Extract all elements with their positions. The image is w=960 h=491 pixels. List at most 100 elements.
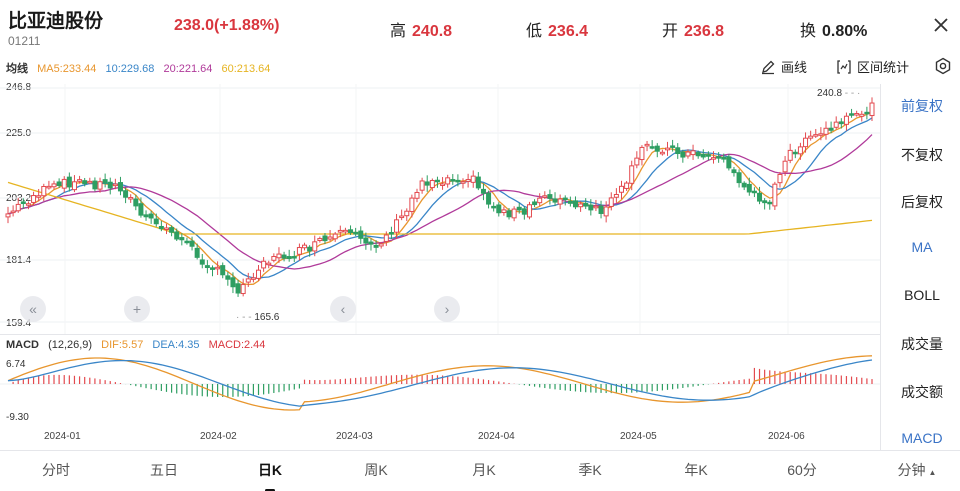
scroll-right-button[interactable]: › — [434, 296, 460, 322]
interval-stats-button[interactable]: 区间统计 — [836, 57, 909, 76]
tab-minute-dropdown[interactable]: 分钟 ▲ — [882, 460, 952, 480]
high-label: 高 — [390, 23, 407, 40]
candle-body — [153, 218, 159, 225]
side-item-boll[interactable]: BOLL — [904, 287, 940, 303]
candle-body — [659, 151, 665, 155]
candle-body — [20, 201, 26, 205]
side-item-ma[interactable]: MA — [911, 239, 933, 255]
candle-body — [578, 203, 584, 208]
candle-body — [598, 205, 604, 214]
candle-body — [10, 210, 16, 214]
date-label: 2024-04 — [478, 431, 515, 442]
zoom-in-button[interactable]: + — [124, 296, 150, 322]
macd-label: MACD — [6, 339, 39, 351]
dif-line — [7, 355, 873, 411]
high-annotation-value: 240.8 — [817, 88, 843, 99]
candle-body — [613, 193, 619, 198]
macd-chart[interactable] — [0, 352, 880, 426]
side-item-backward-adjust[interactable]: 后复权 — [901, 194, 943, 210]
tab-minute-label: 分钟 — [897, 462, 926, 478]
low-value: 236.4 — [548, 23, 589, 40]
candle-body — [838, 121, 844, 125]
scroll-left-far-button[interactable]: « — [20, 296, 46, 322]
candle-body — [378, 243, 384, 247]
candle-body — [307, 246, 313, 252]
candle-body — [813, 134, 819, 137]
candle-body — [194, 247, 200, 258]
candle-body — [869, 102, 875, 117]
candle-body — [506, 210, 512, 218]
candle-body — [71, 181, 77, 191]
tab-60min[interactable]: 60分 — [787, 462, 817, 478]
side-item-turnover[interactable]: 成交额 — [901, 384, 943, 400]
tab-monthly-k[interactable]: 月K — [472, 462, 496, 478]
ma10-value: 10:229.68 — [105, 63, 155, 75]
candle-body — [665, 147, 671, 151]
side-item-no-adjust[interactable]: 不复权 — [901, 147, 943, 163]
candle-body — [337, 229, 343, 233]
macd-legend: MACD (12,26,9) DIF:5.57 DEA:4.35 MACD:2.… — [6, 339, 271, 351]
candle-body — [342, 229, 348, 233]
double-chevron-left-icon: « — [29, 301, 37, 317]
high-value: 240.8 — [412, 23, 453, 40]
candle-body — [128, 196, 134, 200]
candle-body — [77, 179, 83, 182]
tab-quarterly-k[interactable]: 季K — [578, 462, 602, 478]
stock-name: 比亚迪股份 — [8, 11, 104, 32]
tab-daily-k[interactable]: 日K — [240, 460, 300, 491]
tab-weekly-k[interactable]: 周K — [364, 462, 388, 478]
macd-axis-bottom: -9.30 — [6, 412, 29, 423]
scroll-left-button[interactable]: ‹ — [330, 296, 356, 322]
candle-body — [133, 198, 139, 207]
candle-body — [204, 265, 210, 269]
side-item-volume[interactable]: 成交量 — [901, 336, 943, 352]
candle-body — [787, 149, 793, 161]
settings-icon[interactable] — [934, 57, 952, 75]
open-label: 开 — [662, 23, 679, 40]
candle-body — [746, 183, 752, 193]
tab-five-day[interactable]: 五日 — [150, 462, 178, 478]
candle-body — [31, 195, 37, 203]
candle-body — [843, 115, 849, 125]
candle-body — [82, 180, 88, 185]
candle-body — [572, 200, 578, 208]
candle-body — [189, 240, 195, 247]
candle-body — [854, 113, 860, 116]
divider — [0, 334, 880, 335]
candle-body — [818, 133, 824, 136]
candle-body — [767, 201, 773, 205]
candle-body — [562, 197, 568, 201]
close-icon[interactable] — [928, 12, 954, 38]
tab-intraday[interactable]: 分时 — [42, 462, 70, 478]
candle-body — [230, 277, 236, 288]
candle-body — [15, 203, 21, 212]
turnover-stat: 换 0.80% — [800, 17, 867, 41]
pencil-icon — [762, 60, 775, 74]
candle-body — [491, 205, 497, 209]
candle-body — [644, 143, 650, 147]
candle-body — [388, 232, 394, 235]
side-item-forward-adjust[interactable]: 前复权 — [901, 98, 943, 114]
candle-body — [777, 174, 783, 184]
candle-body — [629, 165, 635, 184]
candle-body — [782, 160, 788, 173]
candle-body — [5, 213, 11, 218]
interval-stats-label: 区间统计 — [857, 60, 910, 75]
candle-body — [465, 179, 471, 182]
chevron-left-icon: ‹ — [340, 301, 346, 317]
tab-yearly-k[interactable]: 年K — [684, 462, 708, 478]
candle-body — [654, 145, 660, 152]
candlestick-chart[interactable] — [0, 84, 880, 334]
side-item-macd[interactable]: MACD — [901, 430, 943, 446]
candle-body — [736, 172, 742, 184]
candle-body — [92, 180, 98, 190]
draw-line-button[interactable]: 画线 — [760, 57, 807, 76]
candle-body — [470, 175, 476, 183]
low-annotation-value: 165.6 — [254, 312, 280, 323]
candle-body — [792, 151, 798, 155]
candle-body — [112, 183, 118, 187]
macd-params: (12,26,9) — [48, 339, 93, 351]
candle-body — [220, 265, 226, 276]
candle-body — [521, 208, 527, 215]
candle-body — [450, 179, 456, 182]
